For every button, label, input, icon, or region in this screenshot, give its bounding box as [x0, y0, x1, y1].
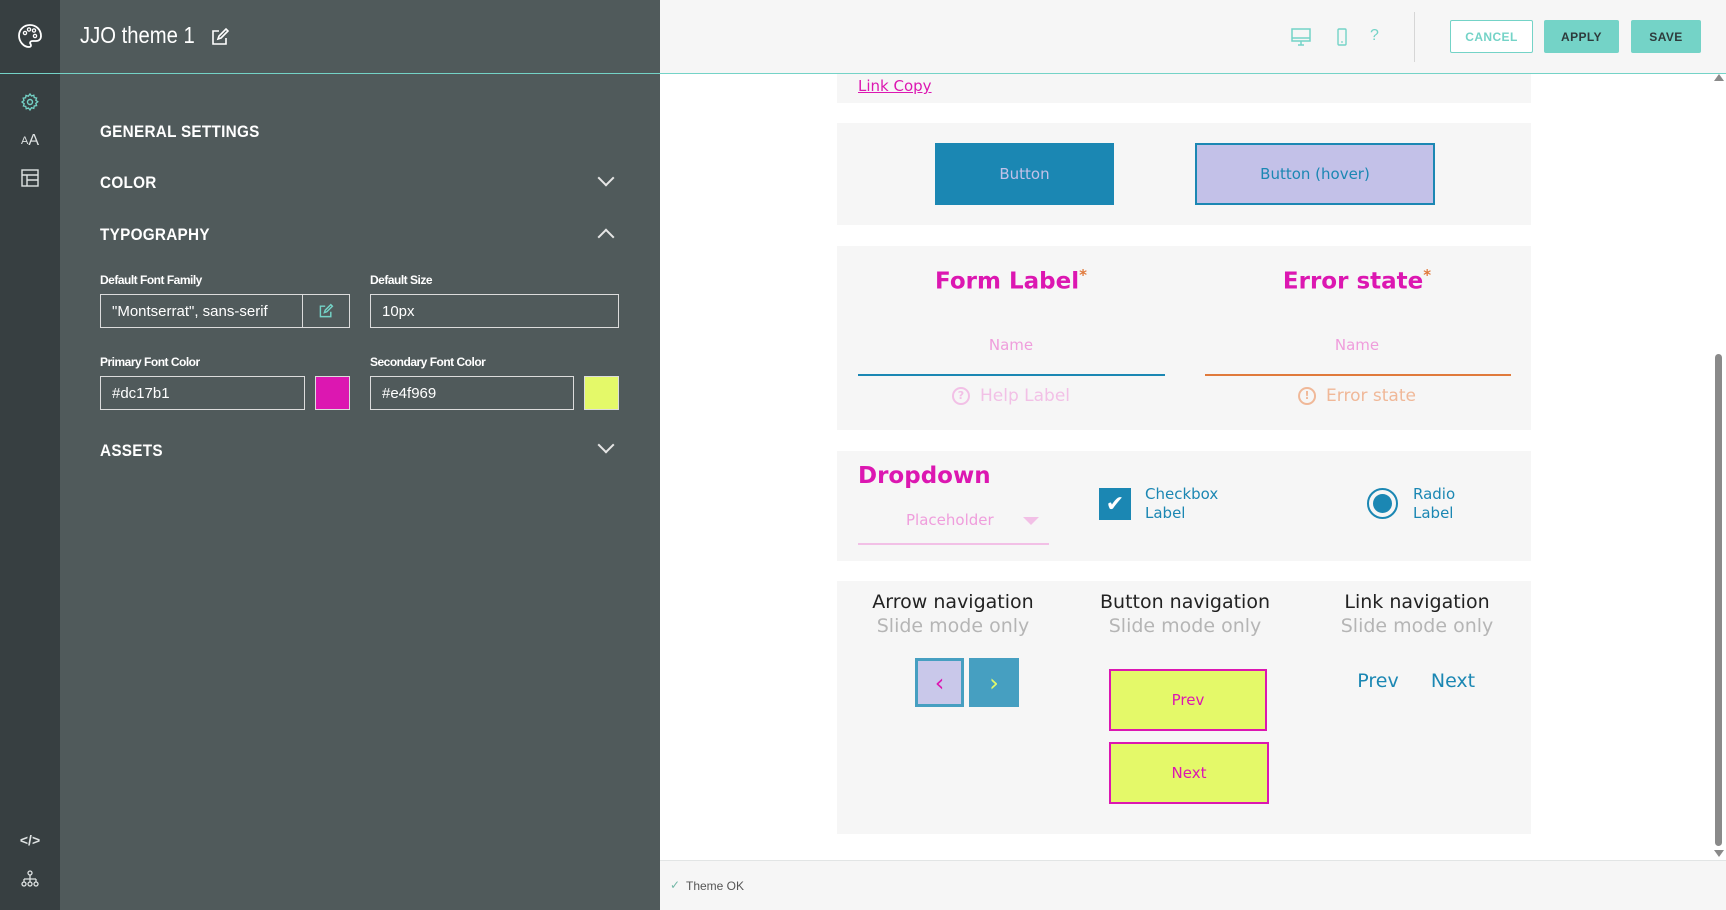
error-input-underline[interactable]	[1205, 374, 1511, 376]
checkbox-label: Checkbox Label	[1145, 485, 1219, 522]
edit-title-icon[interactable]	[210, 27, 230, 52]
error-input-placeholder[interactable]: Name	[1334, 336, 1380, 354]
form-card: Form Label* Error state* Name Name ? Help…	[837, 246, 1531, 430]
dropdown-placeholder: Placeholder	[906, 511, 994, 529]
help-circle-icon: ?	[951, 387, 970, 405]
help-label: ? Help Label	[951, 386, 1070, 406]
help-icon[interactable]: ?	[1370, 27, 1379, 44]
theme-preview: Link Copy Button Button (hover) Form Lab…	[660, 74, 1711, 860]
button-nav-subtitle: Slide mode only	[1108, 615, 1262, 637]
font-family-label: Default Font Family	[100, 273, 202, 287]
cancel-button[interactable]: CANCEL	[1450, 20, 1533, 53]
primary-color-swatch[interactable]	[315, 376, 350, 410]
arrow-prev-button[interactable]: ‹	[915, 658, 964, 707]
sample-button[interactable]: Button	[935, 143, 1114, 205]
primary-color-label: Primary Font Color	[100, 355, 200, 369]
navigation-card: Arrow navigation Slide mode only Button …	[837, 581, 1531, 834]
form-label: Form Label*	[935, 266, 1087, 295]
button-nav-title: Button navigation	[1100, 591, 1270, 613]
caret-down-icon	[1023, 517, 1039, 525]
default-size-input[interactable]: 10px	[370, 294, 619, 328]
sitemap-icon[interactable]	[18, 867, 42, 891]
settings-panel	[60, 0, 660, 910]
secondary-color-label: Secondary Font Color	[370, 355, 486, 369]
section-color[interactable]: COLOR	[100, 173, 157, 192]
code-icon[interactable]: </>	[19, 832, 41, 848]
edit-icon	[319, 303, 334, 318]
mobile-view-icon[interactable]	[1335, 27, 1349, 52]
status-text: Theme OK	[686, 879, 745, 893]
error-label: Error state*	[1282, 266, 1432, 295]
toolbar-divider	[1414, 12, 1415, 62]
name-input-underline[interactable]	[858, 374, 1165, 376]
palette-icon[interactable]	[16, 22, 44, 50]
check-icon: ✓	[670, 878, 681, 892]
error-circle-icon: !	[1298, 387, 1317, 405]
status-bar: ✓ Theme OK	[660, 860, 1726, 910]
header-divider	[0, 73, 1726, 74]
link-nav-title: Link navigation	[1344, 591, 1490, 613]
desktop-view-icon[interactable]	[1290, 27, 1312, 52]
font-family-input[interactable]: "Montserrat", sans-serif	[100, 294, 303, 328]
dropdown-label: Dropdown	[858, 463, 991, 489]
apply-button[interactable]: APPLY	[1544, 20, 1619, 53]
secondary-color-input[interactable]: #e4f969	[370, 376, 574, 410]
controls-card: Dropdown Placeholder ✔ Checkbox Label Rad…	[837, 451, 1531, 561]
arrow-nav-title: Arrow navigation	[872, 591, 1034, 613]
radio-label: Radio Label	[1413, 485, 1456, 522]
save-button[interactable]: SAVE	[1631, 20, 1701, 53]
arrow-next-button[interactable]: ›	[969, 658, 1019, 707]
scroll-up-arrow[interactable]	[1714, 74, 1724, 81]
nav-next-button[interactable]: Next	[1109, 742, 1269, 804]
theme-title: JJO theme 1	[80, 22, 195, 48]
scroll-down-arrow[interactable]	[1714, 850, 1724, 857]
section-general-settings[interactable]: GENERAL SETTINGS	[100, 122, 260, 141]
chevron-right-icon: ›	[989, 668, 999, 697]
name-input-placeholder[interactable]: Name	[988, 336, 1034, 354]
error-state-text: ! Error state	[1298, 386, 1416, 406]
link-nav-subtitle: Slide mode only	[1340, 615, 1494, 637]
checkbox[interactable]: ✔	[1099, 488, 1131, 520]
link-card: Link Copy	[837, 74, 1531, 103]
dropdown-select[interactable]: Placeholder	[858, 509, 1049, 545]
arrow-nav-subtitle: Slide mode only	[876, 615, 1030, 637]
scroll-thumb[interactable]	[1715, 354, 1722, 846]
edit-font-button[interactable]	[302, 294, 350, 328]
default-size-label: Default Size	[370, 273, 433, 287]
secondary-color-swatch[interactable]	[584, 376, 619, 410]
layout-icon[interactable]	[18, 166, 42, 190]
link-copy[interactable]: Link Copy	[858, 77, 932, 95]
link-prev[interactable]: Prev	[1357, 670, 1399, 692]
nav-prev-button[interactable]: Prev	[1109, 669, 1267, 731]
primary-color-input[interactable]: #dc17b1	[100, 376, 305, 410]
section-assets[interactable]: ASSETS	[100, 441, 163, 460]
sample-button-hover[interactable]: Button (hover)	[1195, 143, 1435, 205]
radio-button[interactable]	[1367, 488, 1398, 519]
section-typography[interactable]: TYPOGRAPHY	[100, 225, 210, 244]
link-next[interactable]: Next	[1430, 670, 1476, 692]
buttons-card: Button Button (hover)	[837, 123, 1531, 225]
chevron-left-icon: ‹	[934, 668, 945, 697]
gear-icon[interactable]	[18, 90, 42, 114]
preview-scrollbar[interactable]	[1711, 74, 1726, 860]
